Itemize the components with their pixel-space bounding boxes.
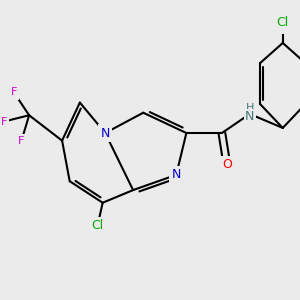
Text: O: O — [222, 158, 232, 171]
Text: F: F — [18, 136, 25, 146]
Text: Cl: Cl — [277, 16, 289, 29]
Text: Cl: Cl — [92, 219, 104, 232]
Text: N: N — [172, 168, 181, 182]
Text: F: F — [11, 87, 17, 98]
Text: N: N — [245, 110, 254, 123]
Text: N: N — [100, 127, 110, 140]
Text: F: F — [1, 117, 7, 127]
Text: H: H — [246, 103, 254, 113]
